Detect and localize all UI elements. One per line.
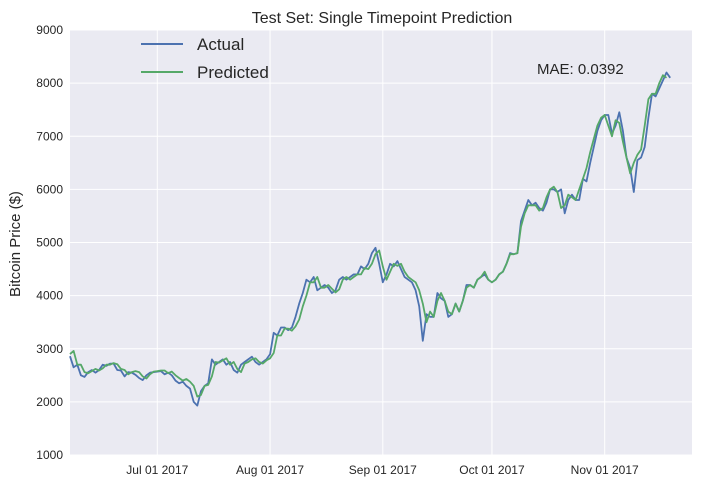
y-tick-label: 6000	[36, 182, 63, 196]
series-line-predicted	[69, 74, 668, 398]
series-lines	[69, 71, 671, 407]
y-tick-label: 9000	[36, 23, 63, 37]
legend-label-actual: Actual	[197, 35, 244, 54]
x-tick-label: Sep 01 2017	[349, 463, 417, 477]
y-tick-label: 7000	[36, 129, 63, 143]
grid-lines	[70, 29, 692, 456]
y-tick-label: 4000	[36, 289, 63, 303]
x-tick-label: Nov 01 2017	[571, 463, 639, 477]
chart-title: Test Set: Single Timepoint Prediction	[252, 10, 513, 27]
y-tick-label: 2000	[36, 395, 63, 409]
x-tick-label: Aug 01 2017	[236, 463, 304, 477]
mae-annotation: MAE: 0.0392	[537, 61, 624, 78]
series-line-actual	[69, 71, 671, 407]
y-axis-label: Bitcoin Price ($)	[7, 191, 24, 297]
y-tick-label: 8000	[36, 76, 63, 90]
y-tick-label: 3000	[36, 342, 63, 356]
x-tick-label: Jul 01 2017	[126, 463, 188, 477]
y-tick-label: 5000	[36, 236, 63, 250]
legend: Actual Predicted	[141, 35, 269, 82]
y-tick-label: 1000	[36, 448, 63, 462]
axis-ticks: 1000 2000 3000 4000 5000 6000 7000 8000 9000 Jul …	[36, 23, 639, 477]
legend-label-predicted: Predicted	[197, 63, 269, 82]
x-tick-label: Oct 01 2017	[459, 463, 525, 477]
